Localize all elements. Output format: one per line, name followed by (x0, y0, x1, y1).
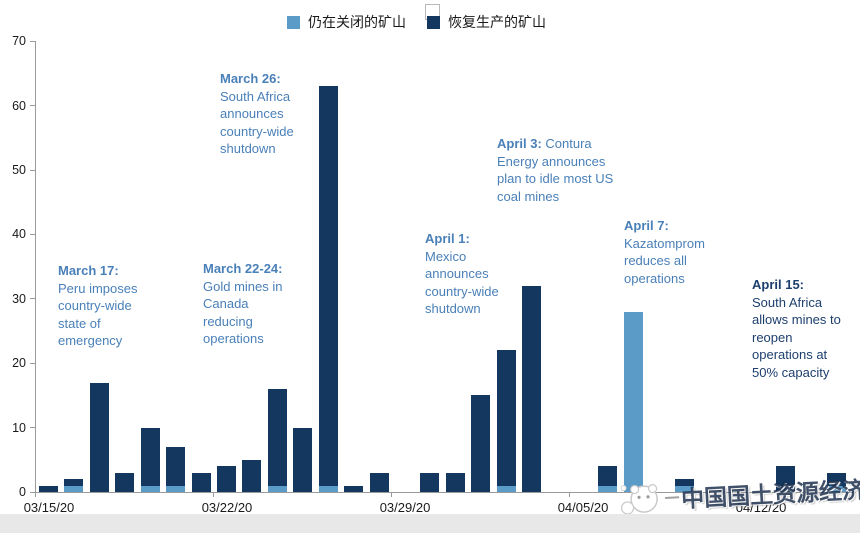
bar-segment-resumed (242, 459, 262, 492)
event-annotation: April 3: Contura Energy announces plan t… (497, 136, 614, 204)
y-axis-tick (30, 233, 35, 235)
watermark: 中国国土资源经济 (616, 468, 860, 521)
y-tick-label: 30 (12, 291, 26, 306)
bar-segment-resumed (166, 446, 186, 486)
legend-swatch-light-blue (287, 15, 300, 29)
x-tick-label: 03/22/20 (201, 500, 253, 515)
legend: 仍在关闭的矿山 恢复生产的矿山 (0, 4, 860, 32)
x-axis-tick (213, 492, 214, 497)
bar-segment-resumed (522, 285, 542, 492)
watermark-text: 中国国土资源经济 (680, 477, 860, 513)
event-annotation: March 17: Peru imposes country-wide state… (58, 263, 138, 348)
bar-segment-resumed (267, 388, 287, 486)
annotation-date: March 17: (58, 263, 119, 278)
x-axis-tick (35, 492, 36, 497)
y-axis-tick (30, 298, 35, 300)
bar-segment-resumed (776, 466, 796, 492)
x-tick-label: 04/12/20 (735, 500, 787, 515)
y-axis-tick (30, 491, 35, 493)
bar-segment-still-closed (496, 485, 516, 492)
annotation-date: April 3: (497, 136, 542, 151)
x-axis-tick (391, 492, 393, 497)
event-annotation: April 15: South Africa allows mines to re… (752, 277, 841, 380)
bar-segment-resumed (216, 466, 236, 492)
legend-item-still-closed: 仍在关闭的矿山 (287, 12, 406, 32)
bar-segment-resumed (598, 466, 618, 486)
x-tick-label: 03/15/20 (23, 500, 75, 515)
y-axis (35, 41, 36, 492)
x-tick-label: 04/05/20 (557, 500, 609, 515)
y-axis-tick (30, 169, 35, 171)
bar-segment-resumed (344, 485, 364, 492)
bar-segment-still-closed (318, 485, 338, 492)
y-axis-tick (30, 427, 35, 429)
bar-segment-still-closed (64, 485, 84, 492)
bottom-gray-strip (0, 514, 860, 533)
annotation-date: March 22-24: (203, 261, 283, 276)
annotation-date: March 26: (220, 71, 281, 86)
bar-segment-resumed (420, 472, 440, 492)
x-axis (35, 492, 856, 493)
watermark-dash (665, 496, 680, 499)
bar-segment-resumed (293, 427, 313, 492)
annotation-date: April 1: (425, 231, 470, 246)
x-tick-label: 03/29/20 (379, 500, 431, 515)
event-annotation: March 22-24: Gold mines in Canada reducin… (203, 261, 283, 346)
legend-item-resumed: 恢复生产的矿山 (427, 12, 546, 32)
y-axis-tick (30, 105, 35, 107)
event-annotation: March 26: South Africa announces country-… (220, 71, 294, 156)
bar-segment-resumed (496, 350, 516, 486)
y-axis-tick (30, 362, 35, 364)
y-tick-label: 20 (12, 356, 26, 371)
bar-segment-still-closed (827, 485, 847, 492)
bar-segment-resumed (64, 479, 84, 486)
bar-segment-resumed (674, 479, 694, 486)
y-axis-tick (30, 40, 35, 42)
x-axis-tick (747, 492, 749, 497)
x-axis-tick (569, 492, 571, 497)
y-tick-label: 0 (19, 485, 26, 499)
annotation-date: April 15: (752, 277, 805, 292)
bar-segment-still-closed (267, 485, 287, 492)
annotation-date: April 7: (624, 218, 669, 233)
bar-segment-resumed (827, 472, 847, 486)
wechat-panda-logo-icon (620, 484, 658, 515)
y-tick-label: 50 (12, 163, 26, 177)
y-tick-label: 70 (12, 34, 26, 49)
bar-segment-resumed (318, 86, 338, 486)
bar-segment-still-closed (623, 311, 643, 492)
y-tick-label: 40 (12, 227, 26, 242)
event-annotation: April 1: Mexico announces country-wide sh… (425, 231, 499, 316)
bar-segment-still-closed (674, 485, 694, 492)
bar-segment-resumed (89, 382, 109, 492)
bar-segment-resumed (191, 472, 211, 492)
legend-label-still-closed: 仍在关闭的矿山 (308, 14, 406, 30)
bar-segment-resumed (445, 472, 465, 492)
bar-segment-resumed (38, 485, 58, 492)
legend-label-resumed: 恢复生产的矿山 (448, 14, 546, 30)
legend-swatch-dark-blue (427, 15, 440, 29)
bar-segment-still-closed (598, 485, 618, 492)
y-tick-label: 60 (12, 98, 26, 113)
bar-segment-resumed (140, 427, 160, 486)
bar-segment-resumed (115, 472, 135, 492)
bar-segment-still-closed (140, 485, 160, 492)
event-annotation: April 7: Kazatomprom reduces all operatio… (624, 218, 705, 286)
y-tick-label: 10 (12, 420, 26, 435)
bar-segment-resumed (471, 395, 491, 492)
bar-segment-resumed (369, 472, 389, 492)
bar-segment-still-closed (166, 485, 186, 492)
